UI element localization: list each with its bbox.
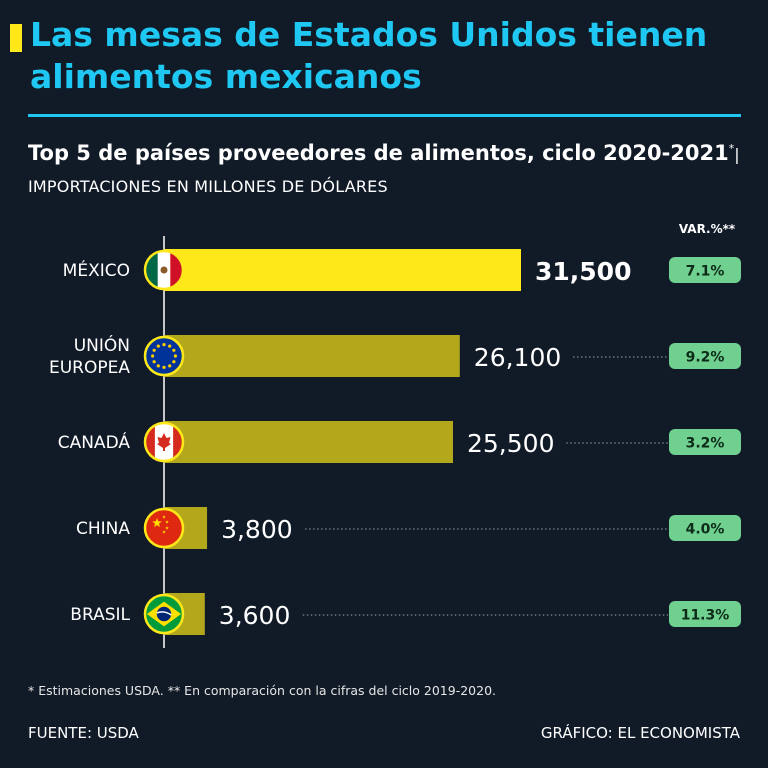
- credit-label: GRÁFICO: EL ECONOMISTA: [540, 724, 740, 742]
- value-label: 31,500: [535, 257, 631, 286]
- brazil-flag-icon: [143, 593, 185, 635]
- variation-header: VAR.%**: [678, 222, 736, 236]
- value-label: 26,100: [474, 343, 561, 372]
- bar: [164, 249, 521, 291]
- variation-badge: [669, 257, 741, 283]
- variation-label: 7.1%: [686, 264, 725, 280]
- title-divider: [28, 114, 741, 117]
- value-label: 25,500: [467, 429, 554, 458]
- subtitle-main: Top 5 de países proveedores de alimentos…: [28, 141, 729, 165]
- title-accent-bar: [10, 24, 22, 52]
- category-label: CHINA: [76, 519, 130, 539]
- mexico-flag-icon: [143, 249, 185, 291]
- bar: [164, 421, 453, 463]
- bar: [164, 335, 460, 377]
- footnote: * Estimaciones USDA. ** En comparación c…: [28, 683, 496, 698]
- subtitle-marker: *: [728, 142, 735, 155]
- category-label: BRASIL: [70, 605, 130, 625]
- subtitle-units: | IMPORTACIONES EN MILLONES DE DÓLARES: [28, 145, 740, 196]
- value-label: 3,800: [221, 515, 293, 544]
- category-label: UNIÓN EUROPEA: [49, 334, 130, 378]
- variation-badge: [669, 601, 741, 627]
- eu-flag-icon: [143, 335, 185, 377]
- variation-badge: [669, 515, 741, 541]
- canada-flag-icon: [143, 421, 185, 463]
- china-flag-icon: [143, 507, 185, 549]
- bar-row: UNIÓN EUROPEA 26,100 9.2%: [49, 334, 741, 378]
- variation-label: 9.2%: [686, 350, 725, 366]
- category-label: MÉXICO: [63, 259, 130, 281]
- bar-row: CANADÁ 25,500 3.2%: [58, 421, 741, 463]
- variation-badge: [669, 343, 741, 369]
- page-title: Las mesas de Estados Unidos tienen alime…: [30, 15, 708, 96]
- chart-subtitle: Top 5 de países proveedores de alimentos…: [28, 134, 748, 202]
- variation-label: 4.0%: [686, 522, 725, 538]
- category-label: CANADÁ: [58, 431, 131, 453]
- value-label: 3,600: [219, 601, 291, 630]
- bar-chart: MÉXICO 31,500 7.1% UNIÓN EUROPEA 26,100 9.2% CA…: [49, 236, 741, 648]
- bar-row: MÉXICO 31,500 7.1%: [63, 249, 741, 291]
- variation-label: 3.2%: [686, 436, 725, 452]
- source-label: FUENTE: USDA: [28, 724, 139, 742]
- bar-row: CHINA 3,800 4.0%: [76, 507, 741, 549]
- variation-badge: [669, 429, 741, 455]
- bar-row: BRASIL 3,600 11.3%: [70, 593, 741, 635]
- variation-label: 11.3%: [681, 608, 730, 624]
